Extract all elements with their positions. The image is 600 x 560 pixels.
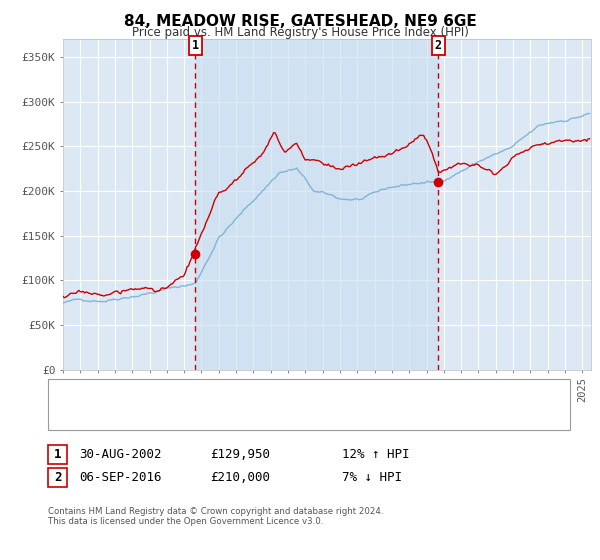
Text: £129,950: £129,950: [210, 448, 270, 461]
Text: 30-AUG-2002: 30-AUG-2002: [79, 448, 162, 461]
Text: 2: 2: [435, 39, 442, 52]
Text: 1: 1: [192, 39, 199, 52]
Text: £210,000: £210,000: [210, 470, 270, 484]
Text: 1: 1: [54, 448, 61, 461]
Text: 84, MEADOW RISE, GATESHEAD, NE9 6GE: 84, MEADOW RISE, GATESHEAD, NE9 6GE: [124, 14, 476, 29]
Text: Price paid vs. HM Land Registry's House Price Index (HPI): Price paid vs. HM Land Registry's House …: [131, 26, 469, 39]
Text: 2: 2: [54, 470, 61, 484]
Text: 7% ↓ HPI: 7% ↓ HPI: [342, 470, 402, 484]
Text: Contains HM Land Registry data © Crown copyright and database right 2024.
This d: Contains HM Land Registry data © Crown c…: [48, 507, 383, 526]
Text: 84, MEADOW RISE, GATESHEAD, NE9 6GE (detached house): 84, MEADOW RISE, GATESHEAD, NE9 6GE (det…: [93, 386, 431, 396]
Bar: [196, 39, 439, 370]
Text: 12% ↑ HPI: 12% ↑ HPI: [342, 448, 409, 461]
Text: 06-SEP-2016: 06-SEP-2016: [79, 470, 162, 484]
Text: HPI: Average price, detached house, Gateshead: HPI: Average price, detached house, Gate…: [93, 409, 386, 419]
